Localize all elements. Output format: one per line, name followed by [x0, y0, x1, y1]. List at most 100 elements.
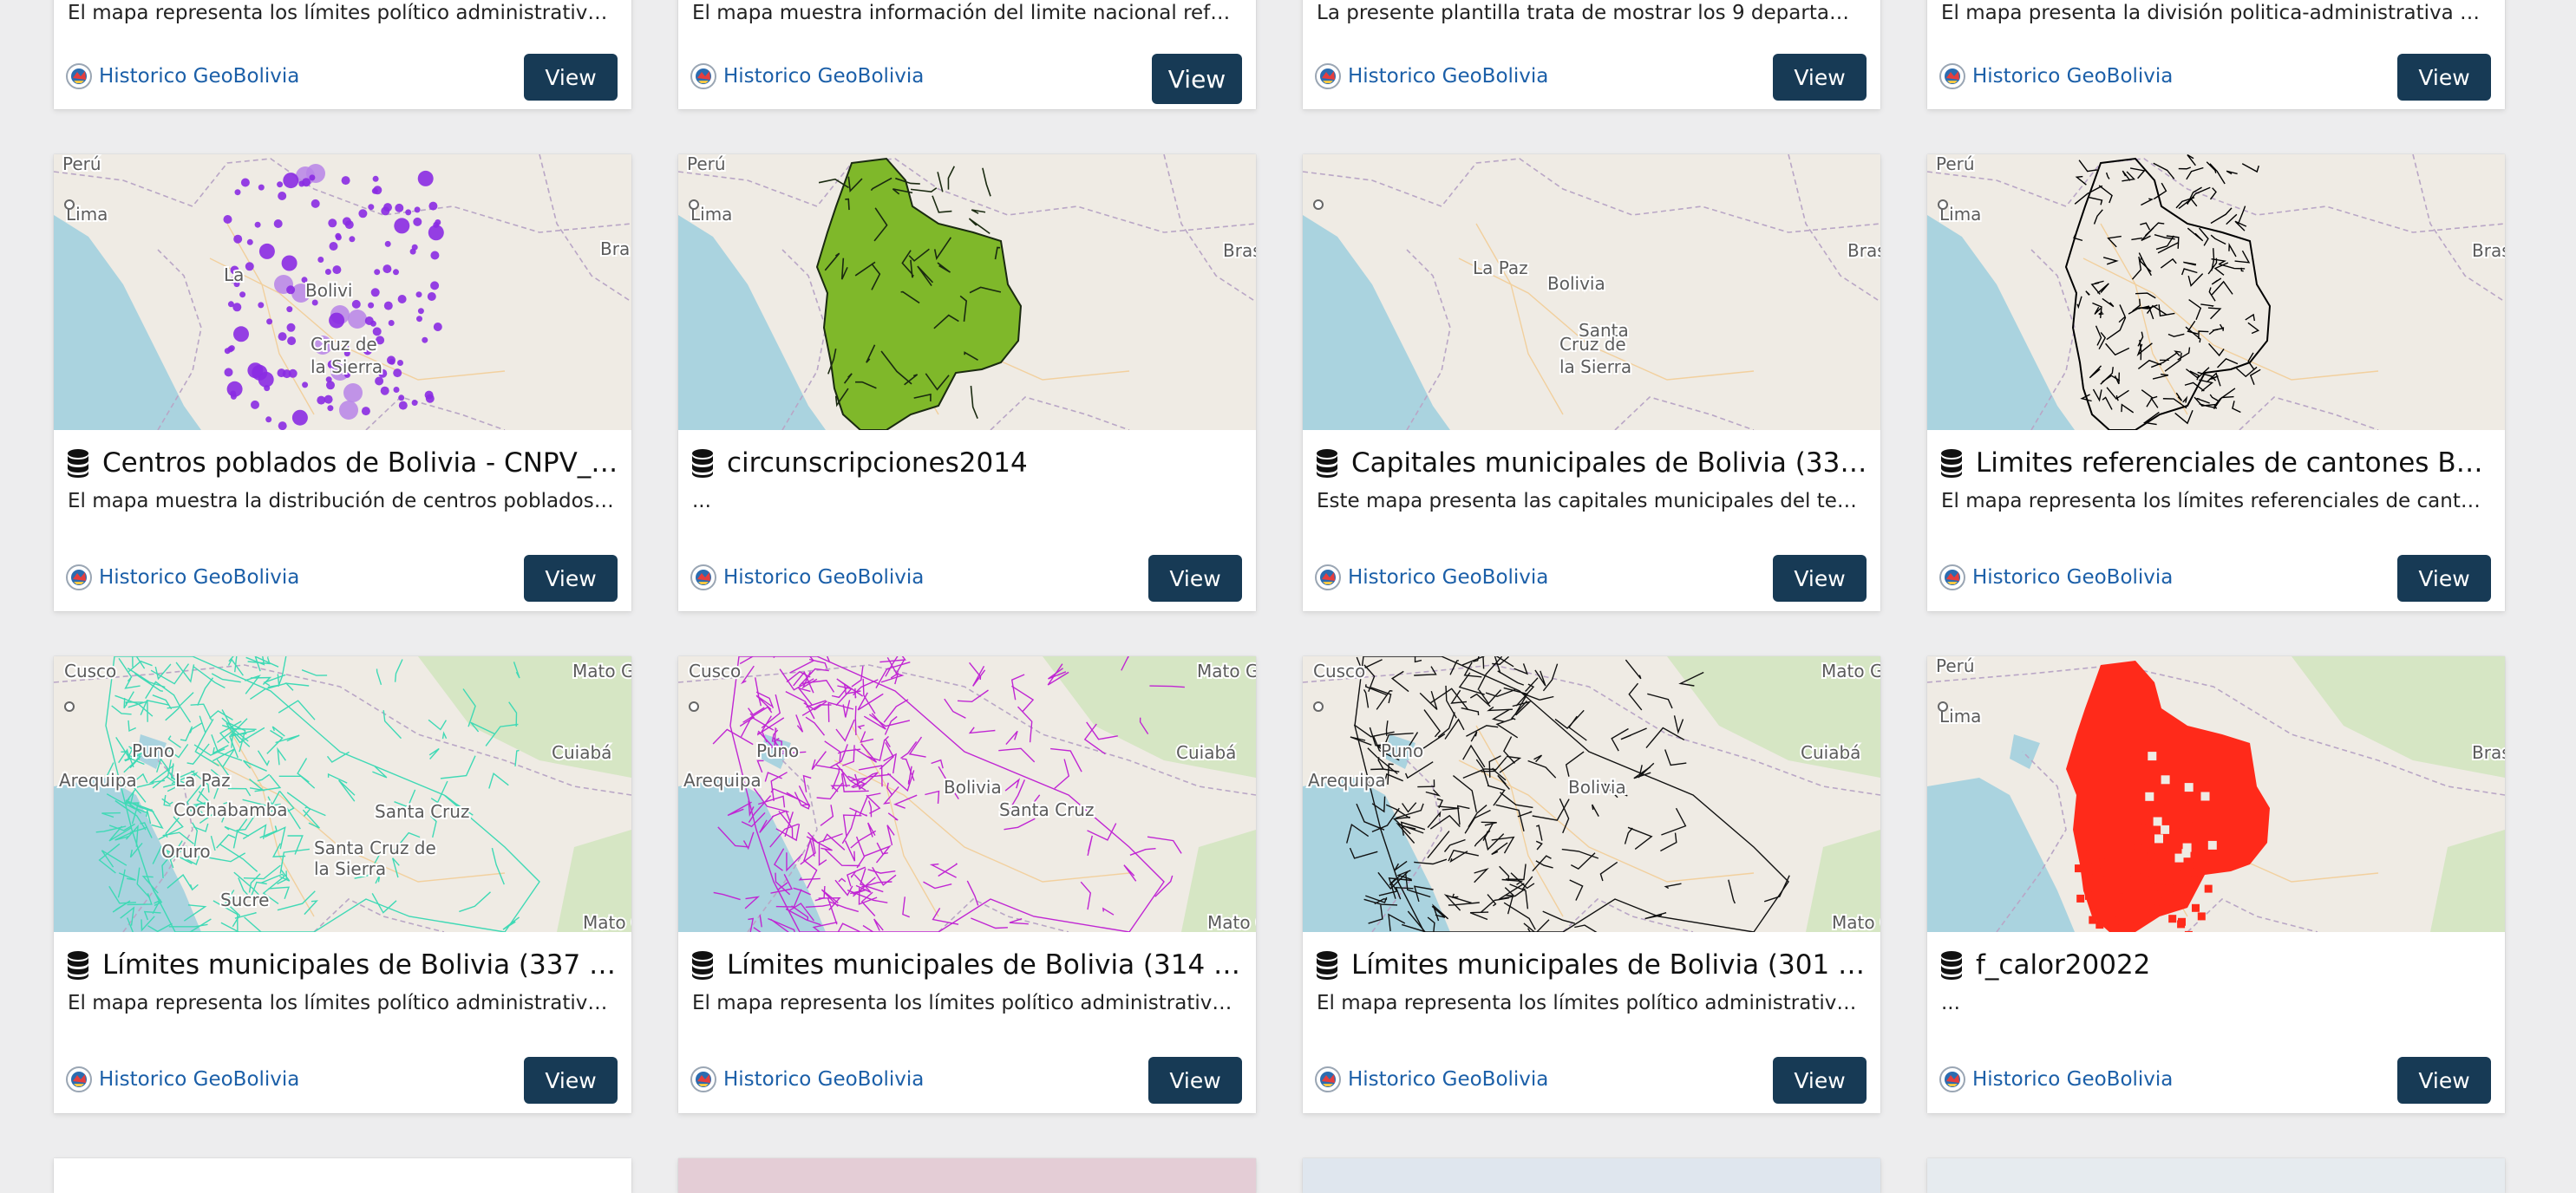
owner-link[interactable]: Historico GeoBolivia — [1939, 1064, 2173, 1095]
view-button[interactable]: View — [1773, 555, 1867, 602]
dataset-title[interactable]: Capitales municipales de Bolivia (339 mu… — [1351, 447, 1868, 479]
owner-link[interactable]: Historico GeoBolivia — [66, 61, 299, 92]
dataset-description: Este mapa presenta las capitales municip… — [1317, 490, 1863, 512]
map-thumbnail-graphic: Cusco Mato Gross Puno Arequipa BoliviaSanta … — [678, 656, 1256, 932]
dataset-title[interactable]: Límites municipales de Bolivia (337 muni… — [102, 949, 619, 981]
map-thumbnail[interactable]: Perú Lima Bra La Bolivi Cruz de la Sierra — [54, 154, 631, 430]
dataset-icon — [1941, 951, 1962, 980]
dataset-card[interactable]: Perú Lima Bras f_calor20022... Historico Geo… — [1927, 656, 2505, 1113]
dataset-description: El mapa presenta la división politica-ad… — [1941, 2, 2488, 24]
owner-link[interactable]: Historico GeoBolivia — [1939, 562, 2173, 593]
dataset-title[interactable]: Límites municipales de Bolivia (301 muni… — [1351, 949, 1868, 981]
dataset-card[interactable]: La presente plantilla trata de mostrar l… — [1303, 0, 1880, 109]
owner-link[interactable]: Historico GeoBolivia — [690, 1064, 924, 1095]
map-place-label: Cruz de — [1559, 334, 1626, 355]
dataset-title[interactable]: circunscripciones2014 — [727, 447, 1028, 479]
dataset-card[interactable]: El mapa muestra información del limite n… — [678, 0, 1256, 109]
owner-link[interactable]: Historico GeoBolivia — [1315, 1064, 1548, 1095]
dataset-card[interactable]: Perú Lima Bra La Bolivi Cruz de la Sierra Centr… — [54, 154, 631, 611]
dataset-title[interactable]: f_calor20022 — [1976, 949, 2151, 981]
dataset-description: El mapa representa los límites político … — [68, 2, 614, 24]
dataset-card[interactable] — [54, 1158, 631, 1193]
geobolivia-logo-icon — [690, 63, 716, 89]
owner-link[interactable]: Historico GeoBolivia — [690, 61, 924, 92]
map-place-label: Perú — [62, 154, 101, 174]
dataset-title[interactable]: Límites municipales de Bolivia (314 muni… — [727, 949, 1244, 981]
dataset-icon — [68, 449, 88, 478]
owner-link[interactable]: Historico GeoBolivia — [66, 1064, 299, 1095]
view-button[interactable]: View — [1773, 54, 1867, 101]
map-place-label: Perú — [1936, 154, 1975, 174]
map-place-label: Puno — [132, 740, 174, 761]
map-place-label: Bras — [2472, 240, 2505, 261]
view-button[interactable]: View — [524, 54, 618, 101]
map-place-label: la Sierra — [311, 356, 382, 377]
view-button[interactable]: View — [1152, 54, 1242, 104]
map-thumbnail[interactable]: Cusco Mato Gross Puno Arequipa BoliviaSanta … — [678, 656, 1256, 932]
map-place-label: La Paz — [175, 770, 231, 791]
dataset-card[interactable]: PerúLimaBras Limites referenciales de can… — [1927, 154, 2505, 611]
card-title-row[interactable]: Límites municipales de Bolivia (301 muni… — [1315, 948, 1868, 982]
geobolivia-logo-icon — [66, 63, 92, 89]
map-thumbnail-graphic: PerúLimaBras — [1927, 154, 2505, 430]
view-button[interactable]: View — [2397, 555, 2491, 602]
view-button[interactable]: View — [1148, 1057, 1242, 1104]
owner-link[interactable]: Historico GeoBolivia — [690, 562, 924, 593]
map-thumbnail[interactable]: PerúLimaBras — [1927, 656, 2505, 932]
dataset-icon — [692, 951, 713, 980]
map-place-label: Santa Cruz — [375, 801, 469, 822]
owner-link[interactable]: Historico GeoBolivia — [1315, 562, 1548, 593]
geobolivia-logo-icon — [1939, 564, 1965, 590]
view-button[interactable]: View — [1773, 1057, 1867, 1104]
dataset-icon — [1317, 951, 1337, 980]
dataset-card[interactable]: Cusco Mato Gross Puno Arequipa BoliviaSanta … — [678, 656, 1256, 1113]
view-button[interactable]: View — [524, 555, 618, 602]
owner-name: Historico GeoBolivia — [99, 566, 300, 589]
card-title-row[interactable]: f_calor20022 — [1939, 948, 2493, 982]
map-place-label: Puno — [1381, 740, 1423, 761]
dataset-card[interactable] — [1927, 1158, 2505, 1193]
owner-name: Historico GeoBolivia — [1972, 566, 2174, 589]
map-thumbnail[interactable] — [1927, 1158, 2505, 1193]
dataset-title[interactable]: Centros poblados de Bolivia - CNPV_ 2012 — [102, 447, 619, 479]
card-title-row[interactable]: Centros poblados de Bolivia - CNPV_ 2012 — [66, 446, 619, 480]
map-place-label: la Sierra — [1559, 356, 1631, 377]
dataset-card[interactable] — [678, 1158, 1256, 1193]
map-place-label: Perú — [1936, 656, 1975, 676]
map-thumbnail[interactable]: Cusco Mato Gross Puno Arequipa Bolivia Cuiabá… — [1303, 656, 1880, 932]
map-place-label: Perú — [687, 154, 726, 174]
dataset-description: El mapa representa los límites político … — [68, 992, 614, 1014]
card-title-row[interactable]: Límites municipales de Bolivia (337 muni… — [66, 948, 619, 982]
card-title-row[interactable]: circunscripciones2014 — [690, 446, 1244, 480]
owner-link[interactable]: Historico GeoBolivia — [1939, 61, 2173, 92]
dataset-card[interactable]: El mapa representa los límites político … — [54, 0, 631, 109]
dataset-card[interactable]: El mapa presenta la división politica-ad… — [1927, 0, 2505, 109]
card-title-row[interactable]: Límites municipales de Bolivia (314 muni… — [690, 948, 1244, 982]
dataset-card[interactable] — [1303, 1158, 1880, 1193]
geobolivia-logo-icon — [1315, 63, 1341, 89]
map-thumbnail[interactable]: PerúLimaBras — [678, 154, 1256, 430]
map-thumbnail-graphic: Cusco Mato Gross Puno Arequipa Bolivia Cuiabá… — [1303, 656, 1880, 932]
owner-link[interactable]: Historico GeoBolivia — [1315, 61, 1548, 92]
map-thumbnail[interactable] — [678, 1158, 1256, 1193]
view-button[interactable]: View — [524, 1057, 618, 1104]
owner-link[interactable]: Historico GeoBolivia — [66, 562, 299, 593]
map-place-label: La Paz — [1473, 258, 1528, 278]
dataset-title[interactable]: Limites referenciales de cantones Bolivi… — [1976, 447, 2493, 479]
dataset-card[interactable]: Cusco Mato Gross Puno Arequipa Bolivia Cuiabá… — [1303, 656, 1880, 1113]
map-place-label: Sucre — [220, 890, 269, 910]
card-title-row[interactable]: Limites referenciales de cantones Bolivi… — [1939, 446, 2493, 480]
view-button[interactable]: View — [2397, 1057, 2491, 1104]
dataset-card[interactable]: PerúLimaBras circunscripciones2014... Hist… — [678, 154, 1256, 611]
geobolivia-logo-icon — [66, 1066, 92, 1092]
card-title-row[interactable]: Capitales municipales de Bolivia (339 mu… — [1315, 446, 1868, 480]
view-button[interactable]: View — [2397, 54, 2491, 101]
map-thumbnail[interactable]: PerúLimaBras — [1927, 154, 2505, 430]
map-thumbnail[interactable] — [1303, 1158, 1880, 1193]
view-button[interactable]: View — [1148, 555, 1242, 602]
